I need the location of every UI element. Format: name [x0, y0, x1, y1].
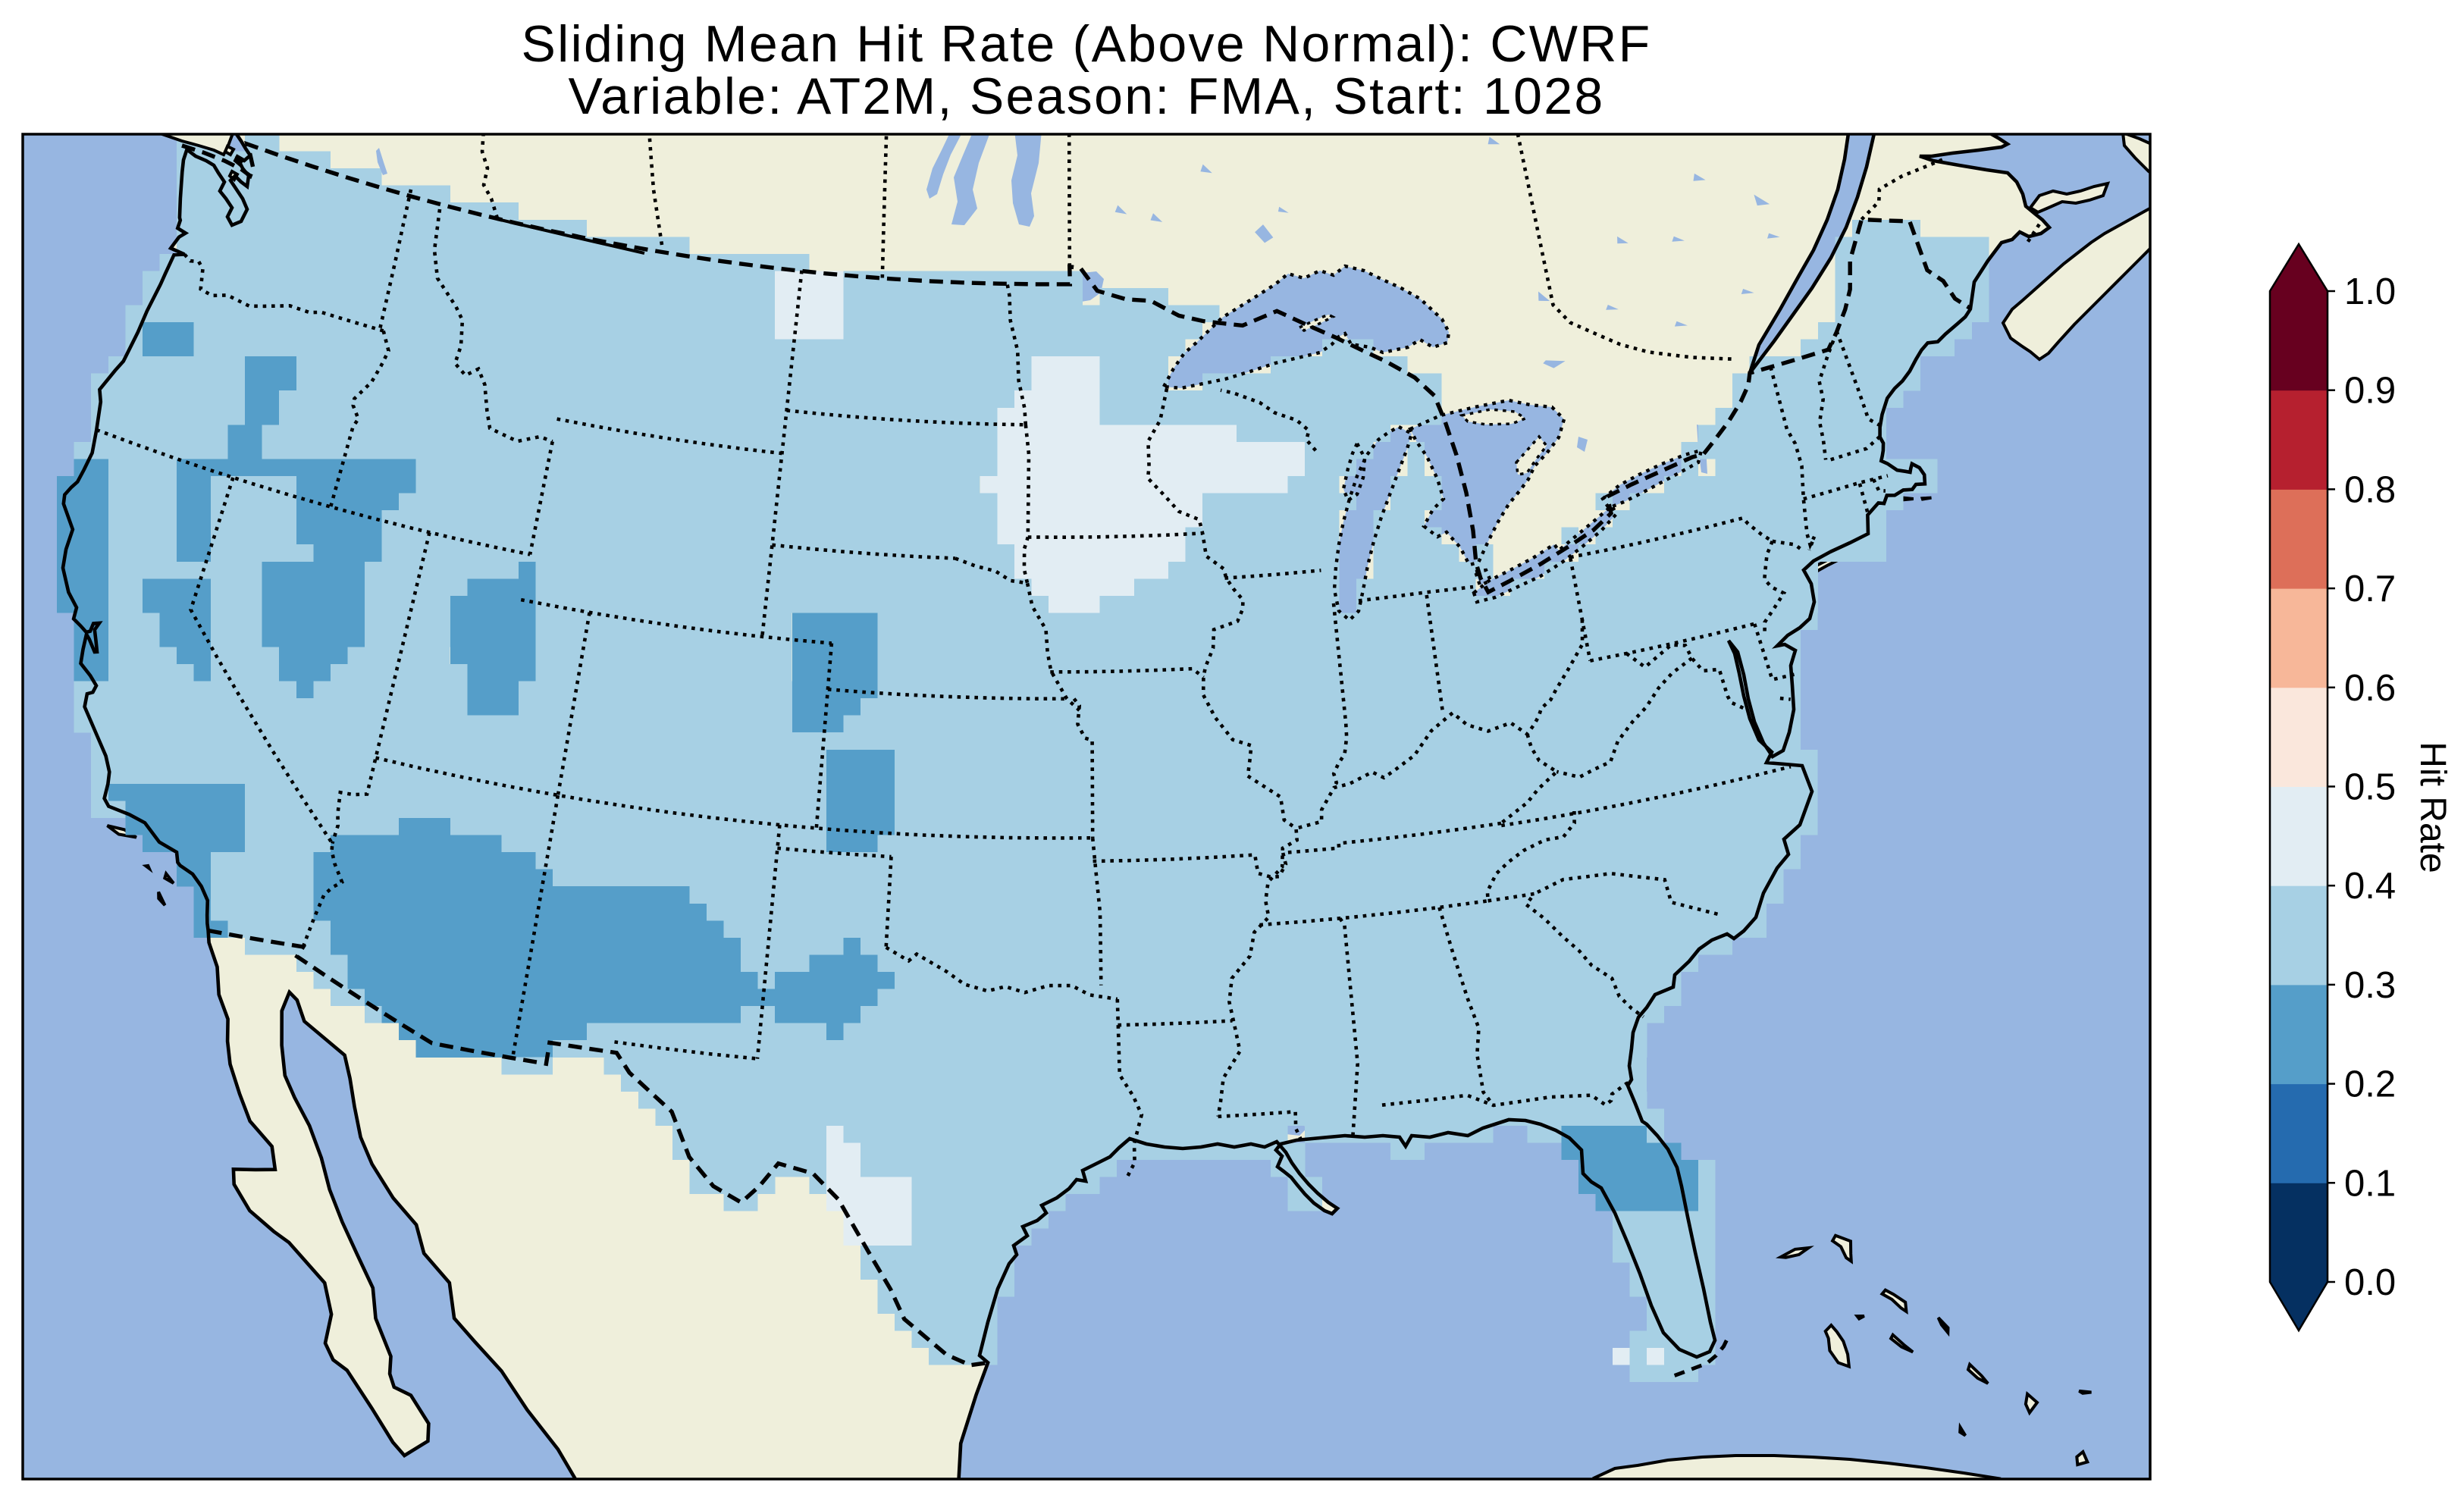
- svg-text:0.6: 0.6: [2344, 668, 2396, 709]
- svg-text:0.5: 0.5: [2344, 767, 2396, 808]
- svg-text:0.1: 0.1: [2344, 1163, 2396, 1204]
- svg-text:0.0: 0.0: [2344, 1262, 2396, 1303]
- svg-text:0.7: 0.7: [2344, 569, 2396, 610]
- svg-text:Variable: AT2M, Season: FMA, S: Variable: AT2M, Season: FMA, Start: 1028: [569, 67, 1605, 125]
- svg-text:Hit Rate: Hit Rate: [2412, 741, 2453, 873]
- svg-text:0.3: 0.3: [2344, 965, 2396, 1006]
- svg-text:0.9: 0.9: [2344, 371, 2396, 412]
- svg-text:0.2: 0.2: [2344, 1064, 2396, 1105]
- svg-text:1.0: 1.0: [2344, 271, 2396, 312]
- svg-text:0.4: 0.4: [2344, 866, 2396, 907]
- svg-text:0.8: 0.8: [2344, 469, 2396, 510]
- svg-text:Sliding Mean Hit Rate (Above N: Sliding Mean Hit Rate (Above Normal): CW…: [522, 15, 1652, 73]
